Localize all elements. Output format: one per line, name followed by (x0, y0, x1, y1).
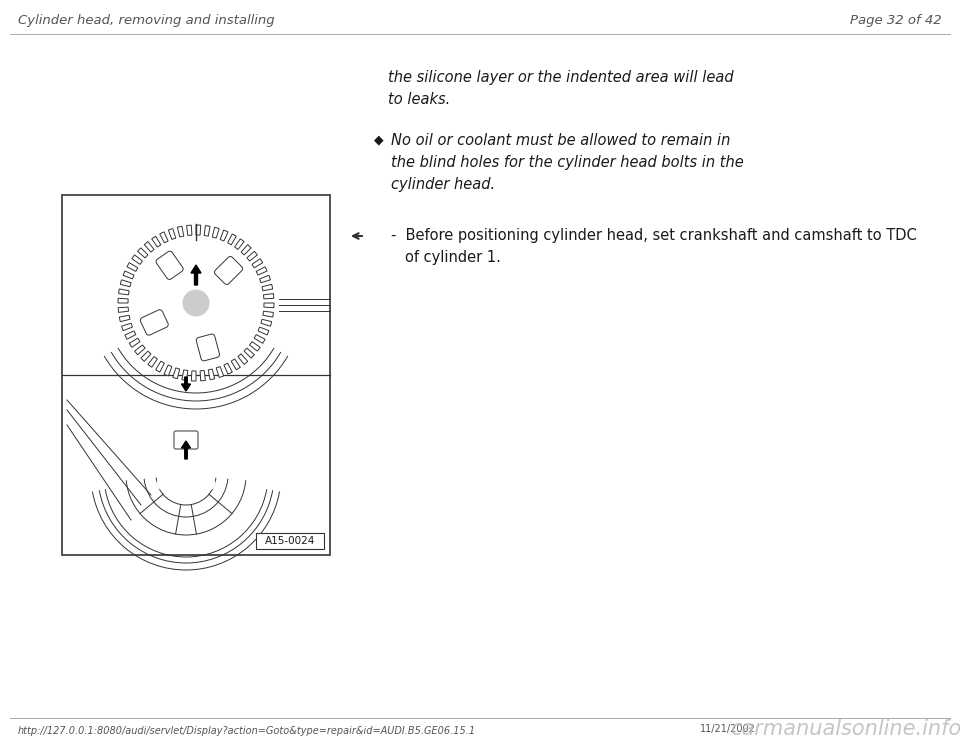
Polygon shape (238, 354, 248, 364)
Polygon shape (220, 230, 228, 241)
Text: No oil or coolant must be allowed to remain in: No oil or coolant must be allowed to rem… (391, 133, 731, 148)
FancyBboxPatch shape (196, 334, 220, 361)
Text: 11/21/2002: 11/21/2002 (700, 724, 756, 734)
Polygon shape (152, 236, 161, 247)
FancyBboxPatch shape (140, 309, 168, 335)
Polygon shape (130, 338, 140, 347)
Polygon shape (119, 289, 129, 295)
Polygon shape (134, 345, 145, 355)
Text: Page 32 of 42: Page 32 of 42 (851, 14, 942, 27)
Polygon shape (228, 234, 236, 245)
Polygon shape (164, 365, 172, 376)
Polygon shape (256, 267, 267, 275)
Text: the silicone layer or the indented area will lead: the silicone layer or the indented area … (388, 70, 733, 85)
Polygon shape (250, 341, 260, 351)
Polygon shape (263, 294, 274, 299)
Polygon shape (123, 271, 134, 279)
FancyBboxPatch shape (214, 256, 243, 285)
Polygon shape (262, 284, 273, 291)
Polygon shape (241, 245, 252, 255)
Polygon shape (216, 367, 224, 378)
FancyArrow shape (181, 377, 190, 391)
Text: A15-0024: A15-0024 (265, 536, 315, 546)
Circle shape (166, 273, 226, 333)
Polygon shape (156, 361, 164, 372)
Polygon shape (119, 315, 130, 322)
Polygon shape (137, 248, 148, 258)
Text: http://127.0.0.1:8080/audi/servlet/Display?action=Goto&type=repair&id=AUDI.B5.GE: http://127.0.0.1:8080/audi/servlet/Displ… (18, 726, 476, 736)
Polygon shape (132, 255, 142, 264)
Polygon shape (196, 225, 201, 235)
Circle shape (201, 476, 215, 490)
Polygon shape (144, 242, 154, 252)
Polygon shape (259, 275, 271, 283)
Polygon shape (168, 229, 176, 240)
Circle shape (168, 457, 204, 493)
Text: Cylinder head, removing and installing: Cylinder head, removing and installing (18, 14, 275, 27)
Text: the blind holes for the cylinder head bolts in the: the blind holes for the cylinder head bo… (391, 155, 744, 170)
Polygon shape (182, 370, 188, 381)
Polygon shape (261, 319, 272, 326)
Circle shape (183, 290, 209, 316)
Polygon shape (191, 371, 196, 381)
Text: -  Before positioning cylinder head, set crankshaft and camshaft to TDC: - Before positioning cylinder head, set … (391, 228, 917, 243)
Circle shape (157, 476, 171, 490)
Polygon shape (204, 226, 210, 236)
FancyArrow shape (191, 265, 201, 285)
Text: cylinder head.: cylinder head. (391, 177, 495, 192)
Polygon shape (178, 226, 183, 237)
Polygon shape (264, 303, 274, 308)
Polygon shape (186, 225, 192, 235)
Polygon shape (173, 368, 180, 378)
Polygon shape (141, 351, 151, 361)
Polygon shape (118, 298, 128, 303)
Polygon shape (120, 280, 132, 286)
Polygon shape (254, 335, 265, 344)
Bar (62, 195, 330, 555)
Circle shape (174, 281, 218, 325)
Circle shape (131, 238, 261, 368)
Text: carmanualsonline.info: carmanualsonline.info (730, 719, 960, 739)
Polygon shape (127, 263, 138, 272)
FancyArrow shape (181, 441, 190, 459)
Polygon shape (224, 364, 232, 374)
Polygon shape (263, 311, 274, 317)
Text: to leaks.: to leaks. (388, 92, 450, 107)
Text: of cylinder 1.: of cylinder 1. (405, 250, 501, 265)
Polygon shape (244, 348, 254, 358)
Polygon shape (148, 356, 157, 367)
Circle shape (179, 476, 193, 490)
Polygon shape (125, 331, 135, 339)
Polygon shape (208, 369, 215, 380)
Bar (256, 533, 324, 549)
Polygon shape (231, 359, 240, 370)
Polygon shape (200, 370, 205, 381)
Polygon shape (252, 259, 263, 268)
Polygon shape (258, 327, 269, 335)
FancyBboxPatch shape (156, 251, 183, 280)
Polygon shape (234, 239, 244, 249)
Text: ◆: ◆ (374, 133, 384, 146)
Polygon shape (122, 324, 132, 331)
Polygon shape (247, 252, 257, 261)
FancyBboxPatch shape (174, 431, 198, 449)
Polygon shape (212, 227, 219, 238)
Polygon shape (159, 232, 168, 243)
Polygon shape (118, 307, 129, 312)
